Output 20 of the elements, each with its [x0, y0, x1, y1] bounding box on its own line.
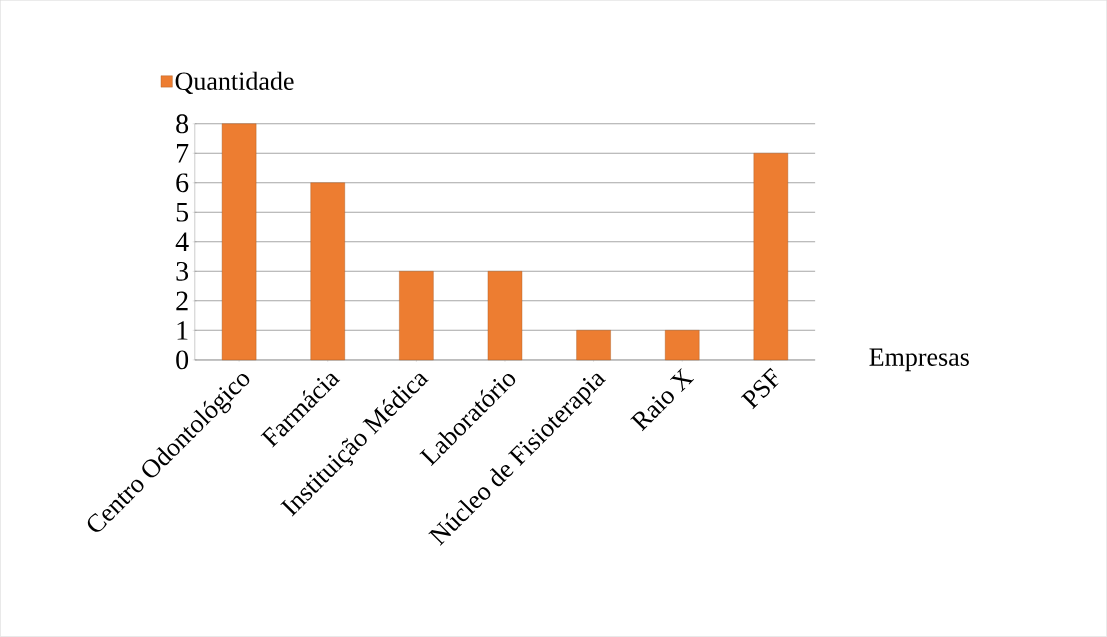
legend-label: Quantidade: [175, 71, 294, 95]
y-tick-label: 2: [176, 291, 188, 311]
x-axis-title: Empresas: [869, 348, 969, 372]
x-tick-label: Raio X: [630, 368, 695, 432]
bar: [487, 271, 523, 361]
y-tick-label: 8: [176, 114, 189, 134]
bar: [576, 330, 611, 361]
y-tick-label: 4: [175, 232, 189, 252]
bar: [310, 182, 345, 361]
bar: [399, 271, 434, 361]
y-tick-label: 5: [176, 203, 189, 222]
bar: [753, 153, 789, 361]
y-tick-label: 7: [176, 144, 189, 163]
y-tick-label: 0: [176, 350, 189, 370]
bar: [665, 330, 700, 361]
x-tick-label: PSF: [740, 367, 779, 410]
y-tick-label: 6: [176, 173, 189, 193]
y-tick-label: 1: [177, 321, 188, 340]
y-tick-label: 3: [176, 262, 189, 281]
bar: [221, 123, 257, 361]
